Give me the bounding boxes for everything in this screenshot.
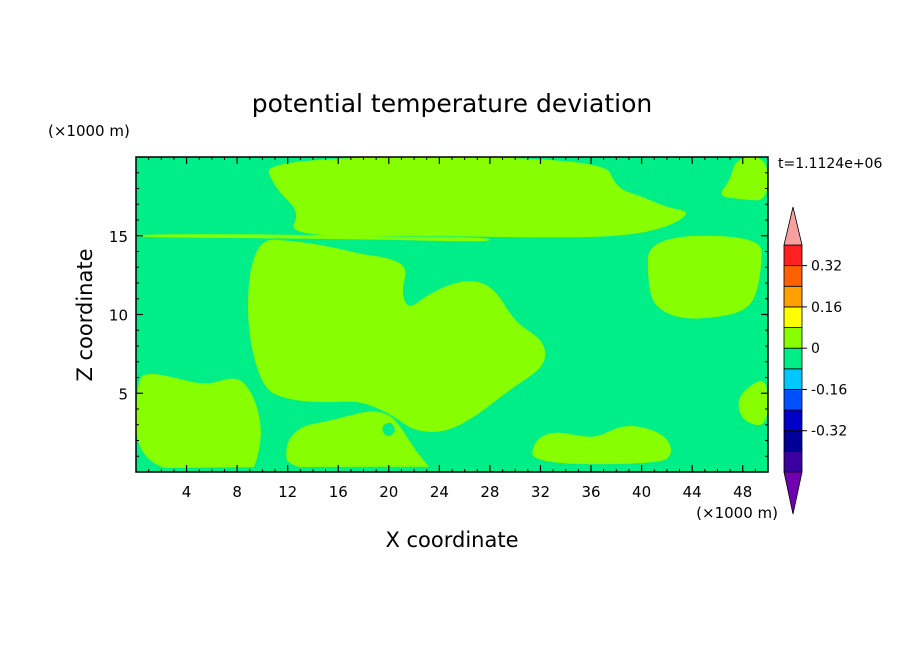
x-axis: 4 8 12 16 20 24 28 32 36 40 44 48 xyxy=(148,157,756,501)
y-tick-label: 10 xyxy=(109,307,128,325)
colorbar-tick-label: 0.16 xyxy=(811,300,842,316)
field-region xyxy=(268,157,686,238)
x-tick-label: 32 xyxy=(531,483,550,501)
x-tick-label: 36 xyxy=(581,483,600,501)
x-tick-label: 28 xyxy=(480,483,499,501)
x-tick-label: 48 xyxy=(733,483,752,501)
colorbar-tick-label: -0.32 xyxy=(811,424,847,440)
y-tick-label: 15 xyxy=(109,228,128,246)
colorbar-level xyxy=(783,285,803,308)
y-unit-label: (×1000 m) xyxy=(48,122,130,140)
x-tick-label: 8 xyxy=(232,483,242,501)
field-region xyxy=(738,380,768,426)
field-region xyxy=(647,235,762,319)
colorbar-level xyxy=(783,327,803,349)
time-label: t=1.1124e+06 xyxy=(778,156,882,172)
colorbar-level xyxy=(783,430,803,452)
field-region xyxy=(248,239,546,432)
x-tick-label: 24 xyxy=(430,483,449,501)
x-tick-label: 16 xyxy=(329,483,348,501)
field-region xyxy=(382,422,395,437)
field-region xyxy=(136,373,261,472)
x-tick-label: 20 xyxy=(379,483,398,501)
colorbar-level xyxy=(783,450,803,473)
field-region xyxy=(532,426,672,465)
x-axis-label: X coordinate xyxy=(385,528,518,552)
colorbar-under-arrow xyxy=(783,471,803,515)
y-axis-label: Z coordinate xyxy=(73,248,97,381)
field-regions xyxy=(136,157,768,472)
colorbar-level xyxy=(783,306,803,328)
x-tick-label: 12 xyxy=(278,483,297,501)
y-axis: 5 10 15 xyxy=(109,172,768,457)
field-region xyxy=(721,157,768,201)
colorbar-over-arrow xyxy=(783,206,803,246)
plot-area xyxy=(136,157,768,472)
colorbar-tick-label: 0.32 xyxy=(811,259,842,275)
field-region xyxy=(136,234,490,242)
colorbar-level xyxy=(783,244,803,267)
colorbar-level xyxy=(783,409,803,432)
field-region xyxy=(286,411,431,472)
y-tick-label: 5 xyxy=(118,385,128,403)
chart-title: potential temperature deviation xyxy=(252,89,652,118)
x-unit-label: (×1000 m) xyxy=(696,504,778,522)
colorbar-level xyxy=(783,347,803,370)
colorbar-level xyxy=(783,368,803,390)
colorbar: 0.32 0.16 0 -0.16 -0.32 xyxy=(783,206,847,515)
colorbar-level xyxy=(783,265,803,287)
colorbar-tick-label: -0.16 xyxy=(811,382,847,398)
x-tick-label: 4 xyxy=(182,483,192,501)
x-tick-label: 40 xyxy=(632,483,651,501)
colorbar-level xyxy=(783,389,803,411)
x-tick-label: 44 xyxy=(683,483,702,501)
colorbar-tick-label: 0 xyxy=(811,341,820,357)
